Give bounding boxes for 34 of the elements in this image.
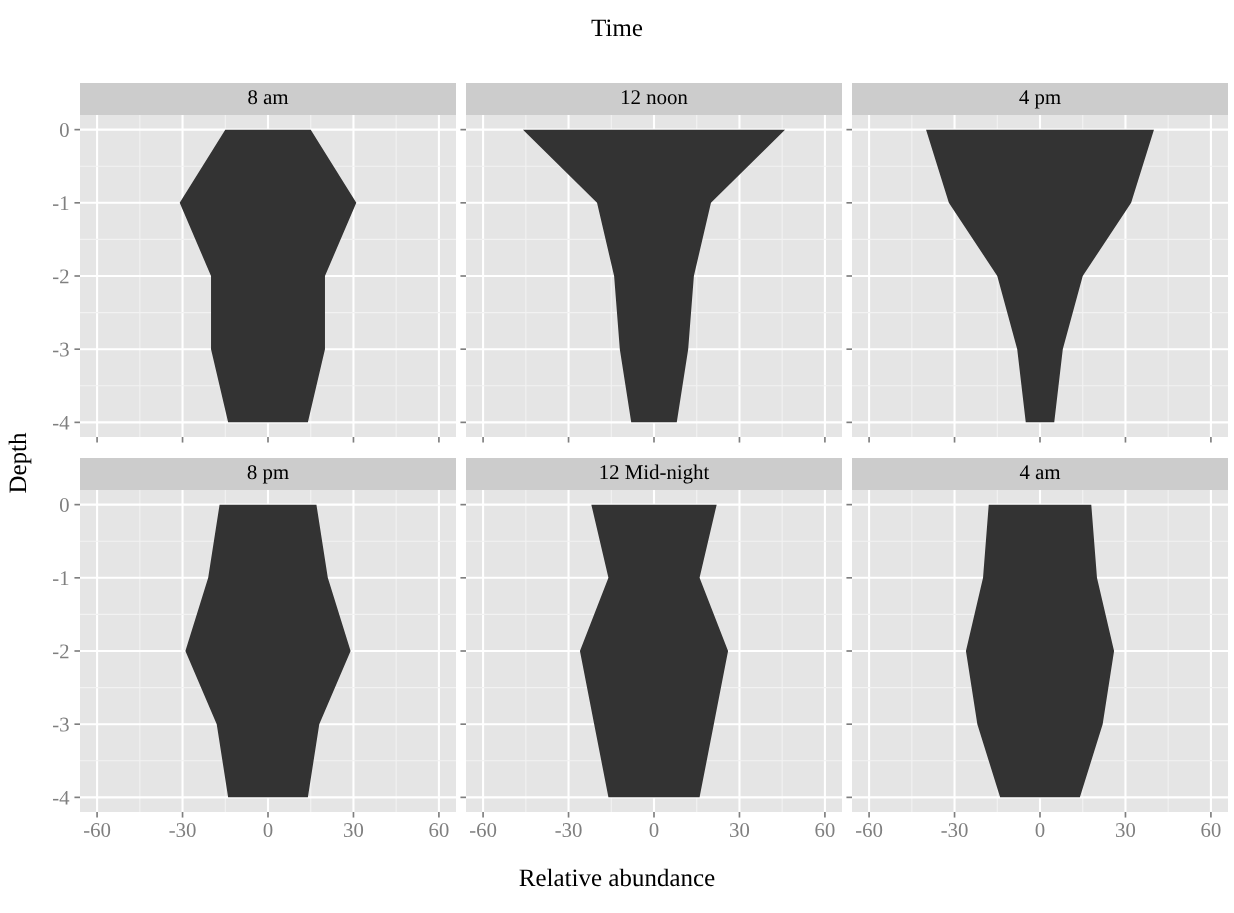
x-tick-label: -60: [469, 823, 497, 838]
y-tick-label: 0: [59, 123, 69, 138]
x-axis-title: Relative abundance: [519, 868, 715, 887]
y-tick-label: -1: [53, 571, 69, 586]
y-tick-label: -4: [53, 415, 70, 430]
chart-title: 12 Mid-night: [600, 464, 710, 484]
x-tick-label: 60: [429, 823, 449, 838]
x-tick-label: 0: [649, 823, 659, 838]
chart-title: 12 noon: [621, 90, 688, 105]
x-tick-label: 60: [815, 823, 835, 838]
x-tick-label: -60: [855, 823, 883, 838]
text: Time: [591, 19, 643, 37]
x-tick-label: 30: [1116, 823, 1136, 838]
y-tick-label: -3: [53, 342, 69, 357]
y-tick-label: -4: [53, 790, 70, 805]
chart-title: 8 am: [248, 90, 289, 105]
y-tick-label: -2: [53, 644, 69, 659]
x-tick-label: -30: [555, 823, 582, 838]
x-tick-label: 0: [1035, 823, 1045, 838]
y-tick-label: 0: [59, 498, 69, 513]
x-tick-label: -30: [941, 823, 968, 838]
x-tick-label: 0: [263, 823, 273, 838]
chart-title: 4 pm: [1019, 90, 1061, 109]
x-tick-label: 60: [1201, 823, 1221, 838]
chart-title: 4 am: [1019, 465, 1061, 480]
chart-title: 8 pm: [247, 465, 289, 484]
y-axis-title: Depth: [8, 432, 32, 493]
y-tick-label: -1: [53, 196, 69, 211]
y-tick-label: -3: [53, 717, 69, 732]
x-tick-label: -30: [169, 823, 196, 838]
y-tick-label: -2: [53, 269, 69, 284]
x-tick-label: 30: [344, 823, 364, 838]
x-tick-label: 30: [730, 823, 750, 838]
x-tick-label: -60: [83, 823, 111, 838]
